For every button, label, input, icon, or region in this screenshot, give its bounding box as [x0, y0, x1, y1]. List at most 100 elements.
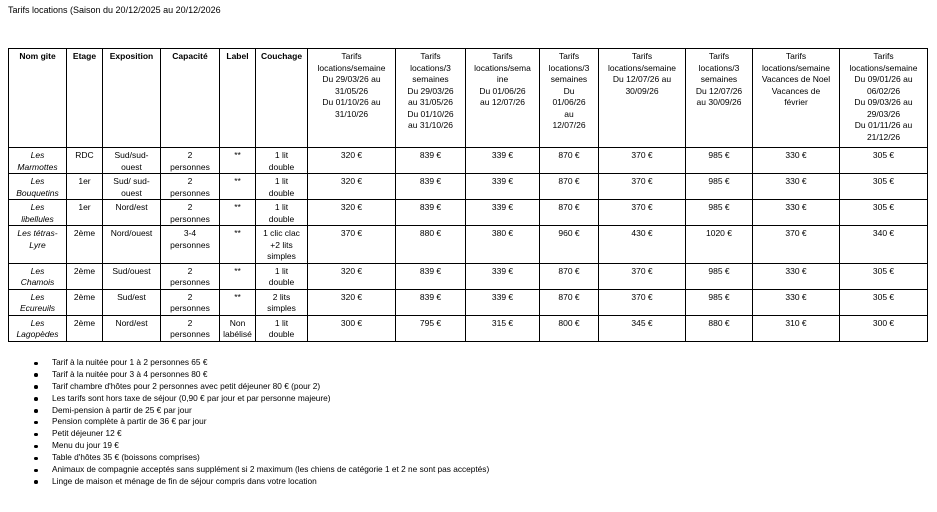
price-cell: 330 € [752, 199, 840, 226]
table-cell: 2 personnes [160, 199, 220, 226]
price-cell: 305 € [839, 262, 928, 290]
note-item: Table d'hôtes 35 € (boissons comprises) [34, 452, 489, 464]
price-cell: 370 € [752, 225, 840, 264]
price-cell: 300 € [307, 314, 396, 342]
note-item: Les tarifs sont hors taxe de séjour (0,9… [34, 393, 489, 405]
table-row: Les Chamois 2ème Sud/ouest 2 personnes ** 1 l… [8, 262, 928, 290]
table-row: Les libellules 1er Nord/est 2 personnes ** 1 … [8, 199, 928, 226]
price-cell: 330 € [752, 147, 840, 174]
price-cell: 320 € [307, 288, 396, 316]
table-cell: 2ème [66, 314, 103, 342]
price-cell: 339 € [465, 147, 540, 174]
note-item: Pension complète à partir de 36 € par jo… [34, 416, 489, 428]
column-header: Tarifs locations/sema ine Du 01/06/26 au… [465, 48, 540, 148]
column-header: Tarifs locations/semaine Vacances de Noe… [752, 48, 840, 148]
column-header: Tarifs locations/3 semaines Du 12/07/26 … [685, 48, 753, 148]
table-cell: Nord/ouest [102, 225, 161, 264]
pricing-table: Nom gite Etage Exposition Capacité Label Couc… [8, 48, 928, 342]
table-cell: 2ème [66, 225, 103, 264]
price-cell: 960 € [539, 225, 599, 264]
price-cell: 320 € [307, 199, 396, 226]
gite-name-cell: Les Chamois [8, 262, 67, 290]
column-header: Tarifs locations/semaine Du 09/01/26 au … [839, 48, 928, 148]
table-cell: 2 personnes [160, 314, 220, 342]
price-cell: 345 € [598, 314, 686, 342]
gite-name-cell: Les Ecureuils [8, 288, 67, 316]
price-cell: 315 € [465, 314, 540, 342]
table-cell: ** [219, 173, 256, 200]
table-cell: 3-4 personnes [160, 225, 220, 264]
table-cell: ** [219, 225, 256, 264]
price-cell: 330 € [752, 288, 840, 316]
column-header: Nom gite [8, 48, 67, 148]
table-cell: 1 lit double [255, 199, 308, 226]
price-cell: 870 € [539, 288, 599, 316]
price-cell: 985 € [685, 147, 753, 174]
price-cell: 370 € [307, 225, 396, 264]
column-header: Tarifs locations/semaine Du 29/03/26 au … [307, 48, 396, 148]
table-cell: 2ème [66, 262, 103, 290]
price-cell: 339 € [465, 199, 540, 226]
price-cell: 339 € [465, 262, 540, 290]
column-header: Capacité [160, 48, 220, 148]
table-cell: ** [219, 147, 256, 174]
price-cell: 340 € [839, 225, 928, 264]
table-cell: Sud/est [102, 288, 161, 316]
table-cell: 2ème [66, 288, 103, 316]
table-cell: 2 personnes [160, 147, 220, 174]
price-cell: 839 € [395, 173, 466, 200]
table-cell: RDC [66, 147, 103, 174]
table-row: Les Bouquetins 1er Sud/ sud- ouest 2 person… [8, 173, 928, 200]
price-cell: 305 € [839, 147, 928, 174]
price-cell: 839 € [395, 262, 466, 290]
price-cell: 339 € [465, 288, 540, 316]
price-cell: 880 € [395, 225, 466, 264]
price-cell: 985 € [685, 262, 753, 290]
gite-name-cell: Les Lagopèdes [8, 314, 67, 342]
price-cell: 300 € [839, 314, 928, 342]
price-cell: 305 € [839, 173, 928, 200]
price-cell: 985 € [685, 173, 753, 200]
price-cell: 370 € [598, 199, 686, 226]
column-header: Tarifs locations/semaine Du 12/07/26 au … [598, 48, 686, 148]
table-cell: 1er [66, 199, 103, 226]
price-cell: 305 € [839, 199, 928, 226]
table-cell: ** [219, 262, 256, 290]
gite-name-cell: Les Bouquetins [8, 173, 67, 200]
price-cell: 839 € [395, 147, 466, 174]
table-cell: ** [219, 199, 256, 226]
price-cell: 839 € [395, 288, 466, 316]
table-cell: Non labélisé [219, 314, 256, 342]
table-row: Les Ecureuils 2ème Sud/est 2 personnes ** 2 l… [8, 288, 928, 316]
price-cell: 839 € [395, 199, 466, 226]
table-header-row: Nom gite Etage Exposition Capacité Label Couc… [8, 48, 928, 148]
price-cell: 330 € [752, 173, 840, 200]
gite-name-cell: Les tétras- Lyre [8, 225, 67, 264]
note-item: Petit déjeuner 12 € [34, 428, 489, 440]
price-cell: 380 € [465, 225, 540, 264]
price-cell: 320 € [307, 147, 396, 174]
column-header: Tarifs locations/3 semaines Du 29/03/26 … [395, 48, 466, 148]
note-item: Tarif chambre d'hôtes pour 2 personnes a… [34, 381, 489, 393]
price-cell: 370 € [598, 262, 686, 290]
table-cell: 1 lit double [255, 173, 308, 200]
table-cell: 2 personnes [160, 173, 220, 200]
table-cell: Nord/est [102, 199, 161, 226]
price-cell: 320 € [307, 262, 396, 290]
price-cell: 330 € [752, 262, 840, 290]
price-cell: 310 € [752, 314, 840, 342]
price-cell: 870 € [539, 199, 599, 226]
gite-name-cell: Les libellules [8, 199, 67, 226]
price-cell: 370 € [598, 288, 686, 316]
table-row: Les Lagopèdes 2ème Nord/est 2 personnes Non … [8, 314, 928, 342]
table-cell: 2 lits simples [255, 288, 308, 316]
table-cell: 1 lit double [255, 314, 308, 342]
table-cell: Sud/sud- ouest [102, 147, 161, 174]
price-cell: 370 € [598, 147, 686, 174]
column-header: Exposition [102, 48, 161, 148]
price-cell: 320 € [307, 173, 396, 200]
table-cell: Sud/ sud- ouest [102, 173, 161, 200]
price-cell: 870 € [539, 173, 599, 200]
price-cell: 339 € [465, 173, 540, 200]
price-cell: 985 € [685, 199, 753, 226]
